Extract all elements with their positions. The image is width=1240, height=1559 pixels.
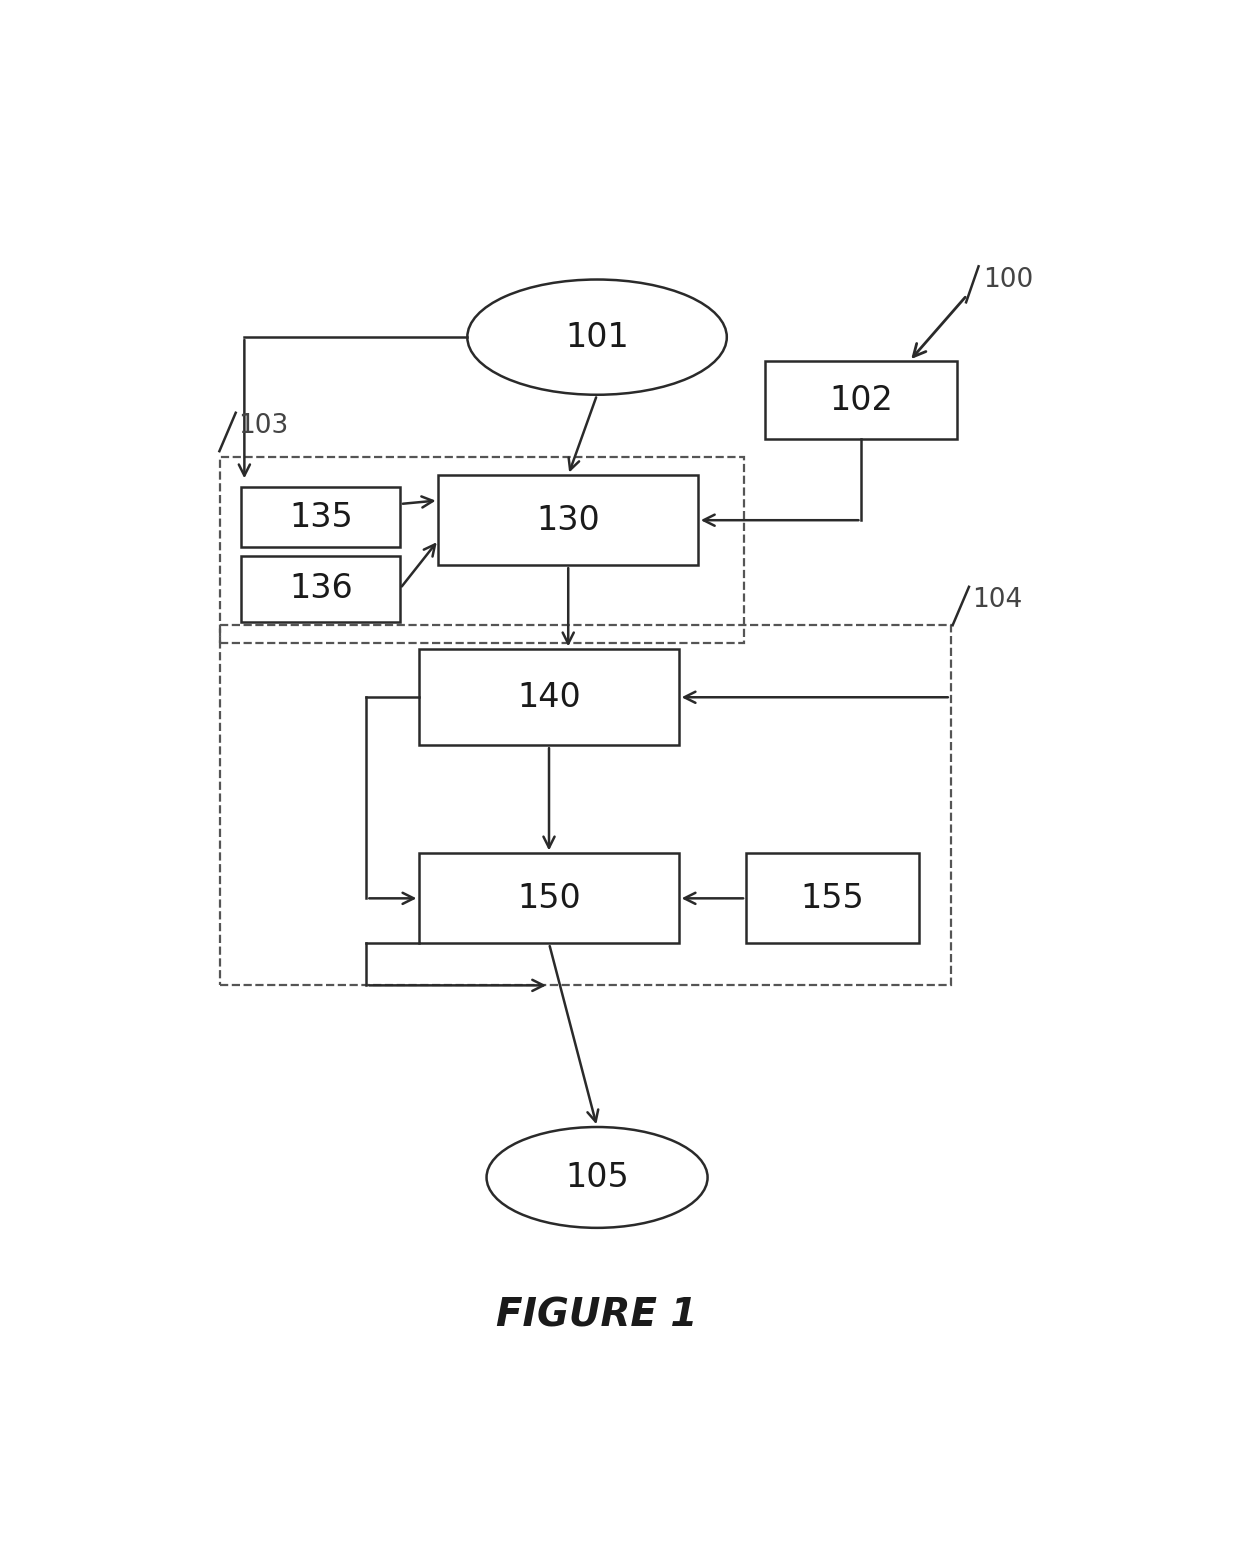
Bar [242, 555, 401, 622]
Bar [419, 649, 678, 745]
Bar [419, 853, 678, 943]
Text: 103: 103 [238, 413, 289, 440]
Text: 104: 104 [972, 588, 1022, 613]
Bar [765, 362, 957, 440]
Text: 136: 136 [289, 572, 352, 605]
Bar [221, 625, 951, 985]
Text: 102: 102 [830, 384, 893, 416]
Bar [439, 475, 698, 566]
Bar [746, 853, 919, 943]
Bar [242, 486, 401, 547]
Text: 130: 130 [537, 504, 600, 536]
Ellipse shape [486, 1127, 708, 1228]
Text: 135: 135 [289, 500, 352, 533]
Bar [221, 457, 744, 644]
Ellipse shape [467, 279, 727, 394]
Text: 105: 105 [565, 1161, 629, 1194]
Text: 140: 140 [517, 681, 580, 714]
Text: FIGURE 1: FIGURE 1 [496, 1297, 698, 1335]
Text: 100: 100 [983, 267, 1034, 293]
Text: 101: 101 [565, 321, 629, 354]
Text: 155: 155 [801, 882, 864, 915]
Text: 150: 150 [517, 882, 580, 915]
